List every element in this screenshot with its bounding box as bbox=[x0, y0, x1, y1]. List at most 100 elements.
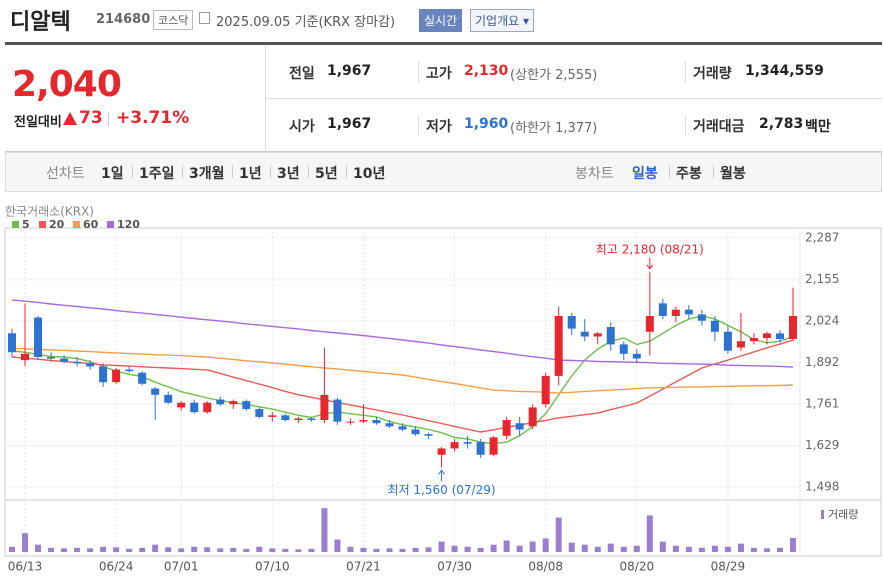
tab-separator bbox=[182, 165, 183, 178]
volume-bar bbox=[360, 547, 367, 552]
volume-bar bbox=[87, 548, 94, 552]
candle-body bbox=[632, 353, 641, 359]
volume-bar bbox=[763, 548, 770, 552]
volume-bar bbox=[100, 546, 107, 552]
summary-extra: (하한가 1,377) bbox=[510, 121, 598, 136]
candle-body bbox=[762, 333, 771, 339]
volume-bar bbox=[529, 541, 536, 552]
summary-label: 거래량 bbox=[693, 66, 732, 82]
volume-bar bbox=[178, 548, 185, 552]
tab[interactable]: 5년 bbox=[315, 166, 338, 182]
volume-legend: 거래량 bbox=[828, 508, 858, 521]
summary-extra: (상한가 2,555) bbox=[510, 68, 598, 83]
tab-separator bbox=[232, 165, 233, 178]
tab[interactable]: 1년 bbox=[239, 166, 262, 182]
volume-bar bbox=[698, 547, 705, 552]
ma-line bbox=[11, 347, 794, 394]
volume-bar bbox=[633, 545, 640, 552]
summary-value: 1,344,559 bbox=[745, 63, 824, 79]
summary-value: 2,130 bbox=[464, 63, 509, 79]
volume-bar bbox=[113, 547, 120, 552]
x-tick-label: 07/21 bbox=[346, 560, 381, 574]
high-annotation: 최고 2,180 (08/21) bbox=[596, 242, 704, 256]
summary-value: 1,967 bbox=[327, 63, 372, 79]
volume-bar bbox=[750, 547, 757, 552]
x-tick-label: 06/24 bbox=[99, 560, 134, 574]
volume-bar bbox=[334, 539, 341, 552]
volume-bar bbox=[490, 544, 497, 552]
legend-label: 120 bbox=[117, 218, 140, 231]
volume-bar bbox=[282, 548, 289, 552]
volume-bar bbox=[321, 508, 328, 552]
summary-value: 1,967 bbox=[327, 116, 372, 132]
summary-value: 2,783 bbox=[759, 116, 804, 132]
legend-label: 5 bbox=[22, 218, 30, 231]
candle-body bbox=[190, 402, 199, 413]
candle-body bbox=[307, 418, 316, 421]
high-arrow-head bbox=[646, 264, 654, 270]
candle-body bbox=[138, 372, 147, 384]
tab[interactable]: 10년 bbox=[353, 166, 386, 182]
tab[interactable]: 1일 bbox=[101, 166, 124, 182]
candle-body bbox=[450, 442, 459, 449]
company-dropdown[interactable]: 기업개요 ▾ bbox=[470, 9, 535, 32]
ma-line bbox=[11, 339, 794, 433]
tab[interactable]: 일봉 bbox=[632, 166, 658, 182]
volume-bar bbox=[256, 546, 263, 552]
volume-bar bbox=[165, 547, 172, 552]
candle-body bbox=[164, 394, 173, 403]
candle-body bbox=[463, 442, 472, 444]
tab[interactable]: 3년 bbox=[277, 166, 300, 182]
candle-body bbox=[112, 369, 121, 383]
legend-key bbox=[12, 221, 19, 228]
market-badge: 코스닥 bbox=[153, 10, 194, 30]
volume-bar bbox=[425, 547, 432, 552]
candle-body bbox=[736, 341, 745, 348]
volume-bar bbox=[373, 548, 380, 552]
candle-body bbox=[34, 317, 43, 357]
tab[interactable]: 1주일 bbox=[139, 166, 175, 182]
change-value: 73 bbox=[79, 108, 103, 128]
summary-label: 고가 bbox=[426, 66, 452, 82]
legend-key bbox=[107, 221, 114, 228]
candle-body bbox=[372, 420, 381, 424]
volume-bar bbox=[594, 546, 601, 552]
candle-body bbox=[151, 388, 160, 395]
candle-body bbox=[21, 353, 30, 361]
tab[interactable]: 3개월 bbox=[189, 166, 225, 182]
candle-body bbox=[476, 442, 485, 455]
tab[interactable]: 주봉 bbox=[676, 166, 702, 182]
candle-body bbox=[684, 309, 693, 315]
volume-bar bbox=[776, 547, 783, 552]
tab-group-label: 선차트 bbox=[46, 166, 85, 182]
candle-body bbox=[424, 434, 433, 436]
volume-bar bbox=[790, 537, 796, 552]
volume-bar bbox=[542, 538, 549, 552]
volume-bar bbox=[35, 544, 42, 552]
x-tick-label: 08/08 bbox=[528, 560, 563, 574]
candle-body bbox=[385, 423, 394, 427]
volume-bar bbox=[399, 548, 406, 552]
candle-body bbox=[554, 315, 563, 376]
candle-body bbox=[411, 429, 420, 435]
realtime-button[interactable]: 실시간 bbox=[419, 9, 463, 32]
x-tick-label: 07/01 bbox=[164, 560, 199, 574]
x-tick-label: 08/20 bbox=[620, 560, 655, 574]
volume-bar bbox=[295, 549, 302, 552]
candle-body bbox=[203, 402, 212, 413]
volume-bar bbox=[464, 546, 471, 552]
volume-bar bbox=[724, 546, 731, 552]
volume-bar bbox=[126, 548, 133, 552]
summary-unit: 백만 bbox=[805, 119, 831, 135]
tab[interactable]: 월봉 bbox=[720, 166, 746, 182]
tab-bar bbox=[5, 152, 882, 192]
summary-label: 저가 bbox=[426, 119, 452, 135]
volume-bar bbox=[477, 547, 484, 552]
y-tick-label: 2,287 bbox=[805, 231, 839, 245]
low-arrow-head bbox=[438, 469, 445, 475]
divider bbox=[418, 115, 419, 135]
divider bbox=[685, 62, 686, 82]
volume-legend-key bbox=[821, 510, 824, 519]
candle-body bbox=[294, 418, 303, 421]
divider bbox=[418, 62, 419, 82]
